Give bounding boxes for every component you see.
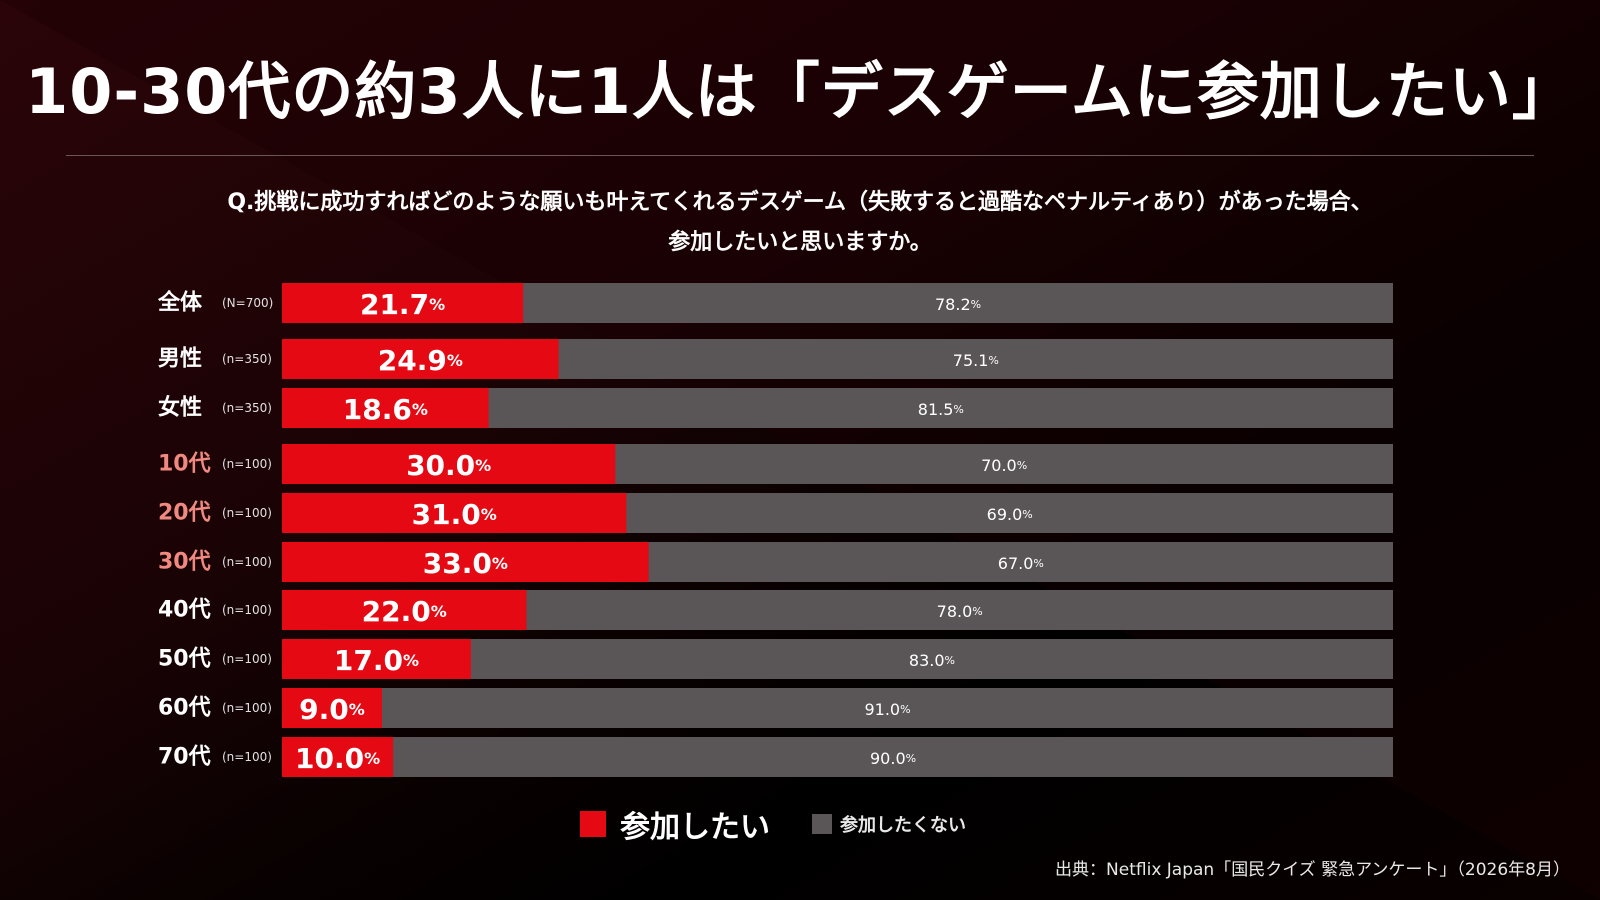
category-label: 20代 <box>158 501 211 526</box>
value-label-no: 69.0% <box>987 505 1033 524</box>
value-label-no: 78.2% <box>935 295 981 314</box>
legend-label-no: 参加したくない <box>840 815 966 836</box>
value-label-yes: 10.0% <box>295 742 380 775</box>
legend: 参加したい 参加したくない <box>580 802 966 846</box>
value-label-no: 70.0% <box>981 456 1027 475</box>
bar-yes <box>282 639 471 679</box>
legend-swatch-no <box>812 814 832 834</box>
sample-size-label: (n=100) <box>222 701 272 715</box>
survey-question: Q.挑戦に成功すればどのような願いも叶えてくれるデスゲーム（失敗すると過酷なペナ… <box>100 183 1500 263</box>
value-label-yes: 22.0% <box>362 595 447 628</box>
question-line-1: Q.挑戦に成功すればどのような願いも叶えてくれるデスゲーム（失敗すると過酷なペナ… <box>227 190 1373 215</box>
sample-size-label: (n=100) <box>222 603 272 617</box>
value-label-no: 90.0% <box>870 749 916 768</box>
sample-size-label: (n=350) <box>222 401 272 415</box>
category-label: 40代 <box>158 598 211 623</box>
value-label-no: 78.0% <box>937 602 983 621</box>
sample-size-label: (n=100) <box>222 555 272 569</box>
bar-yes <box>282 444 616 484</box>
category-label: 60代 <box>158 696 211 721</box>
value-label-yes: 30.0% <box>406 449 491 482</box>
sample-size-label: (n=350) <box>222 352 272 366</box>
question-line-2: 参加したいと思いますか。 <box>668 230 932 255</box>
value-label-no: 81.5% <box>918 400 964 419</box>
category-label: 10代 <box>158 452 211 477</box>
bar-yes <box>282 339 559 379</box>
value-label-no: 75.1% <box>953 351 999 370</box>
category-label: 30代 <box>158 550 211 575</box>
category-label: 70代 <box>158 745 211 770</box>
value-label-yes: 9.0% <box>299 693 365 726</box>
legend-label-yes: 参加したい <box>620 810 770 845</box>
category-label: 男性 <box>158 347 202 372</box>
title-divider <box>66 155 1534 156</box>
bar-yes <box>282 737 394 777</box>
bar-yes <box>282 542 649 582</box>
value-label-no: 67.0% <box>998 554 1044 573</box>
sample-size-label: (n=100) <box>222 652 272 666</box>
value-label-no: 83.0% <box>909 651 955 670</box>
value-label-yes: 31.0% <box>412 498 497 531</box>
category-label: 全体 <box>157 290 203 316</box>
sample-size-label: (n=100) <box>222 457 272 471</box>
value-label-yes: 24.9% <box>378 344 463 377</box>
value-label-yes: 17.0% <box>334 644 419 677</box>
sample-size-label: (n=100) <box>222 750 272 764</box>
bar-no <box>282 688 1393 728</box>
source-note: 出典：Netflix Japan「国民クイズ 緊急アンケート」（2026年8月） <box>1055 860 1570 880</box>
bar-yes <box>282 493 627 533</box>
bar-yes <box>282 283 524 323</box>
bar-yes <box>282 590 527 630</box>
value-label-yes: 21.7% <box>360 288 445 321</box>
bar-yes <box>282 388 489 428</box>
value-label-yes: 33.0% <box>423 547 508 580</box>
value-label-yes: 18.6% <box>343 393 428 426</box>
value-label-no: 91.0% <box>864 700 910 719</box>
sample-size-label: (N=700) <box>222 296 273 310</box>
sample-size-label: (n=100) <box>222 506 272 520</box>
legend-swatch-yes <box>580 811 606 837</box>
bar-yes <box>282 688 382 728</box>
category-label: 50代 <box>158 647 211 672</box>
bar-no <box>282 737 1393 777</box>
page-title: 10-30代の約3人に1人は「デスゲームに参加したい」 <box>25 55 1575 128</box>
category-label: 女性 <box>158 395 202 421</box>
